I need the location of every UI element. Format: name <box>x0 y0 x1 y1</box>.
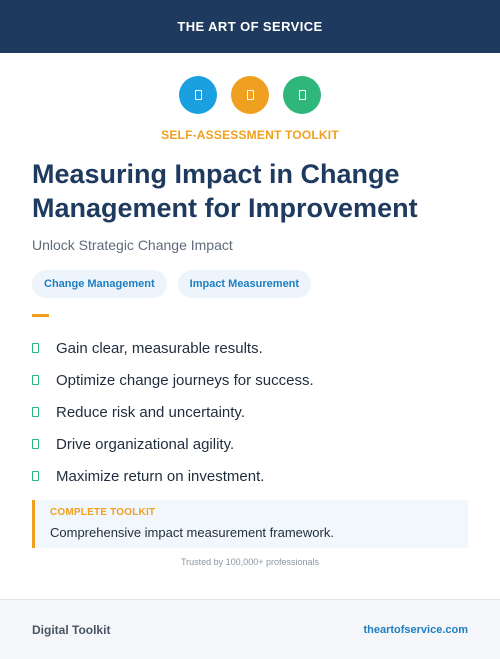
list-item: Optimize change journeys for success. <box>32 364 314 396</box>
brand-name: THE ART OF SERVICE <box>177 19 323 34</box>
list-item: Reduce risk and uncertainty. <box>32 396 314 428</box>
subtitle: Unlock Strategic Change Impact <box>32 237 233 253</box>
benefit-text: Reduce risk and uncertainty. <box>56 403 245 421</box>
benefit-text: Drive organizational agility. <box>56 435 235 453</box>
footer-label: Digital Toolkit <box>32 622 111 637</box>
check-icon <box>32 471 39 481</box>
benefit-text: Maximize return on investment. <box>56 467 265 485</box>
callout-text: Comprehensive impact measurement framewo… <box>50 525 334 540</box>
list-item: Drive organizational agility. <box>32 428 314 460</box>
eyebrow-label: SELF-ASSESSMENT TOOLKIT <box>161 128 339 142</box>
document-icon <box>283 76 321 114</box>
page-title: Measuring Impact in Change Management fo… <box>32 159 418 223</box>
document-icon <box>231 76 269 114</box>
list-item: Gain clear, measurable results. <box>32 332 314 364</box>
check-icon <box>32 375 39 385</box>
check-icon <box>32 439 39 449</box>
website-link[interactable]: theartofservice.com <box>363 623 468 636</box>
benefit-text: Optimize change journeys for success. <box>56 371 314 389</box>
benefit-text: Gain clear, measurable results. <box>56 339 263 357</box>
tag-list: Change Management Impact Measurement <box>32 270 312 298</box>
document-icon <box>179 76 217 114</box>
toolkit-callout: COMPLETE TOOLKIT Comprehensive impact me… <box>32 500 468 548</box>
trust-note: Trusted by 100,000+ professionals <box>180 557 319 567</box>
benefit-list: Gain clear, measurable results. Optimize… <box>32 332 314 492</box>
check-icon <box>32 343 39 353</box>
icon-row <box>0 76 500 114</box>
header-bar: THE ART OF SERVICE <box>0 0 500 53</box>
list-item: Maximize return on investment. <box>32 460 314 492</box>
accent-divider <box>32 314 49 317</box>
tag-change-management: Change Management <box>32 270 167 298</box>
tag-impact-measurement: Impact Measurement <box>177 270 312 298</box>
check-icon <box>32 407 39 417</box>
footer: Digital Toolkit theartofservice.com <box>0 599 500 659</box>
callout-label: COMPLETE TOOLKIT <box>50 507 156 518</box>
